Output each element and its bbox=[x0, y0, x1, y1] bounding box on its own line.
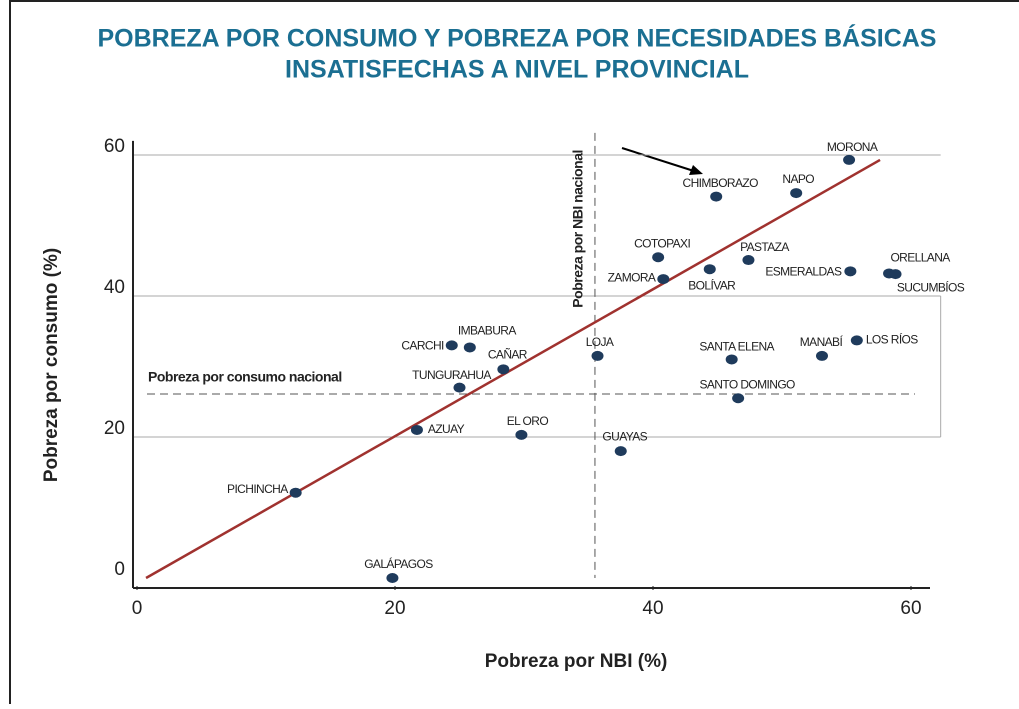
x-tick-label: 60 bbox=[900, 598, 921, 619]
point bbox=[732, 393, 745, 404]
point bbox=[710, 191, 723, 202]
point-label: SUCUMBÍOS bbox=[897, 279, 965, 294]
point bbox=[463, 342, 476, 353]
point bbox=[410, 424, 423, 435]
point-label: MANABÍ bbox=[800, 334, 844, 349]
point bbox=[850, 335, 863, 346]
y-tick-label: 60 bbox=[104, 136, 125, 157]
point-label: LOS RÍOS bbox=[866, 332, 918, 347]
point bbox=[844, 266, 857, 277]
point-label: LOJA bbox=[586, 335, 614, 349]
point bbox=[725, 354, 738, 365]
point-label: IMBABURA bbox=[458, 324, 516, 338]
y-tick-label: 0 bbox=[114, 559, 125, 580]
point-label: PASTAZA bbox=[740, 240, 789, 254]
point bbox=[515, 429, 528, 440]
point-label: AZUAY bbox=[428, 422, 465, 436]
point-label: COTOPAXI bbox=[634, 236, 690, 250]
point-label: CHIMBORAZO bbox=[683, 176, 759, 190]
point bbox=[657, 274, 670, 285]
point-label: CAÑAR bbox=[488, 347, 528, 361]
frame bbox=[9, 0, 1019, 709]
point bbox=[591, 350, 604, 361]
point-label: SANTA ELENA bbox=[699, 340, 774, 354]
point bbox=[889, 269, 902, 280]
x-tick-label: 40 bbox=[642, 598, 663, 619]
point bbox=[815, 350, 828, 361]
point-label: MORONA bbox=[827, 140, 878, 154]
point bbox=[843, 154, 856, 165]
y-tick-label: 20 bbox=[104, 418, 125, 439]
point bbox=[386, 573, 399, 583]
reference-label: Pobreza por NBI nacional bbox=[570, 150, 586, 308]
y-axis-label: Pobreza por consumo (%) bbox=[41, 248, 62, 482]
point bbox=[703, 264, 716, 275]
point-label: NAPO bbox=[782, 172, 814, 186]
trend-line bbox=[145, 158, 881, 580]
point-label: SANTO DOMINGO bbox=[699, 377, 795, 391]
point bbox=[453, 382, 466, 393]
point bbox=[742, 255, 755, 266]
x-tick-label: 20 bbox=[384, 598, 405, 619]
point bbox=[497, 364, 510, 375]
arrow bbox=[621, 147, 698, 173]
point-label: ESMERALDAS bbox=[765, 264, 842, 278]
point bbox=[790, 188, 803, 199]
point-label: ORELLANA bbox=[890, 251, 950, 265]
point bbox=[289, 487, 302, 498]
arrow-head bbox=[689, 165, 703, 175]
point-label: GUAYAS bbox=[602, 429, 647, 443]
x-axis-label: Pobreza por NBI (%) bbox=[485, 651, 668, 672]
x-tick-label: 0 bbox=[132, 598, 143, 619]
point bbox=[652, 252, 665, 263]
point-label: EL ORO bbox=[507, 414, 549, 428]
y-tick-label: 40 bbox=[104, 277, 125, 298]
chart-title: POBREZA POR CONSUMO Y POBREZA POR NECESI… bbox=[97, 24, 936, 53]
point bbox=[445, 340, 458, 351]
point bbox=[614, 446, 627, 457]
point-label: ZAMORA bbox=[608, 270, 656, 284]
chart-subtitle: INSATISFECHAS A NIVEL PROVINCIAL bbox=[285, 56, 749, 84]
point-label: CARCHI bbox=[401, 339, 444, 353]
point-label: TUNGURAHUA bbox=[412, 368, 491, 382]
point-label: BOLÍVAR bbox=[688, 277, 736, 292]
point-label: GALÁPAGOS bbox=[364, 556, 433, 571]
point-label: PICHINCHA bbox=[227, 482, 288, 496]
reference-label: Pobreza por consumo nacional bbox=[148, 369, 342, 385]
